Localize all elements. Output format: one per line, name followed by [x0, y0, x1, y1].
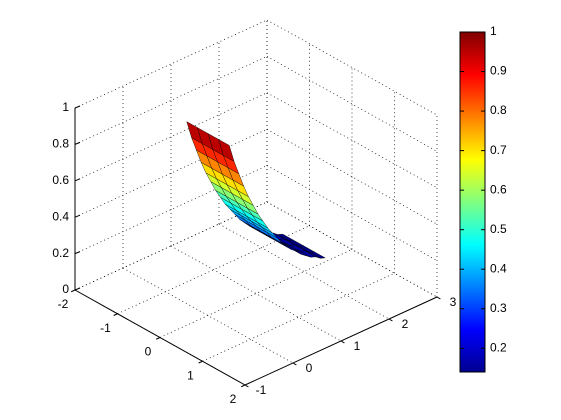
tick-mark — [292, 362, 297, 366]
x-tick-label: 2 — [230, 392, 237, 406]
y-tick-label: -1 — [256, 383, 267, 397]
grid-line — [74, 201, 268, 291]
tick-mark — [74, 251, 81, 255]
y-tick-label: 3 — [450, 295, 457, 309]
grid-line — [170, 245, 342, 342]
grid-line — [74, 56, 268, 145]
tick-mark — [388, 318, 393, 322]
tick-mark — [113, 313, 118, 316]
grid-line — [74, 19, 268, 109]
grid-line — [266, 201, 438, 298]
tick-mark — [74, 287, 81, 291]
x-tick-label: 1 — [187, 368, 194, 382]
colorbar-tick-label: 0.5 — [490, 222, 507, 236]
colorbar-tick-label: 0.8 — [490, 103, 507, 117]
grid-line — [266, 128, 438, 225]
grid-line — [266, 56, 438, 152]
y-tick-label: 0 — [306, 361, 313, 375]
z-tick-label: 1 — [62, 100, 69, 114]
y-tick-label: 1 — [354, 339, 361, 353]
z-tick-label: 0.8 — [52, 137, 69, 151]
tick-mark — [74, 178, 81, 182]
tick-mark — [74, 214, 81, 218]
grid-line — [266, 165, 438, 261]
x-tick-label: -1 — [100, 321, 111, 335]
colorbar-tick-label: 0.2 — [490, 340, 507, 354]
grid-line — [122, 267, 294, 364]
tick-mark — [198, 360, 203, 364]
grid-line — [266, 19, 438, 116]
colorbar-tick-label: 1 — [490, 24, 497, 38]
z-tick-label: 0.4 — [52, 209, 69, 223]
grid-line — [218, 223, 390, 320]
colorbar-tick-label: 0.4 — [490, 261, 507, 275]
tick-mark — [340, 340, 345, 344]
x-tick-label: -2 — [58, 297, 69, 311]
grid-line — [74, 92, 268, 182]
surface-face — [218, 139, 235, 162]
tick-mark — [240, 384, 246, 388]
grid-line — [74, 128, 268, 218]
colorbar-tick-label: 0.9 — [490, 64, 507, 78]
z-tick-label: 0.6 — [52, 173, 69, 187]
colorbar-tick-label: 0.7 — [490, 143, 507, 157]
y-tick-label: 2 — [402, 317, 409, 331]
tick-mark — [74, 105, 81, 109]
grid-line — [202, 272, 395, 362]
tick-mark — [436, 296, 441, 300]
tick-mark — [74, 141, 81, 145]
colorbar — [459, 31, 486, 373]
z-tick-label: 0.2 — [52, 246, 69, 260]
grid-line — [266, 92, 438, 189]
tick-mark — [155, 337, 161, 340]
colorbar-tick-label: 0.6 — [490, 182, 507, 196]
grid-line — [159, 249, 353, 338]
axis-line — [244, 296, 438, 386]
tick-mark — [70, 289, 76, 293]
axis-line — [74, 289, 246, 386]
x-tick-label: 0 — [145, 345, 152, 359]
colorbar-tick-label: 0.3 — [490, 301, 507, 315]
tick-mark — [244, 384, 249, 388]
z-tick-label: 0 — [62, 282, 69, 296]
